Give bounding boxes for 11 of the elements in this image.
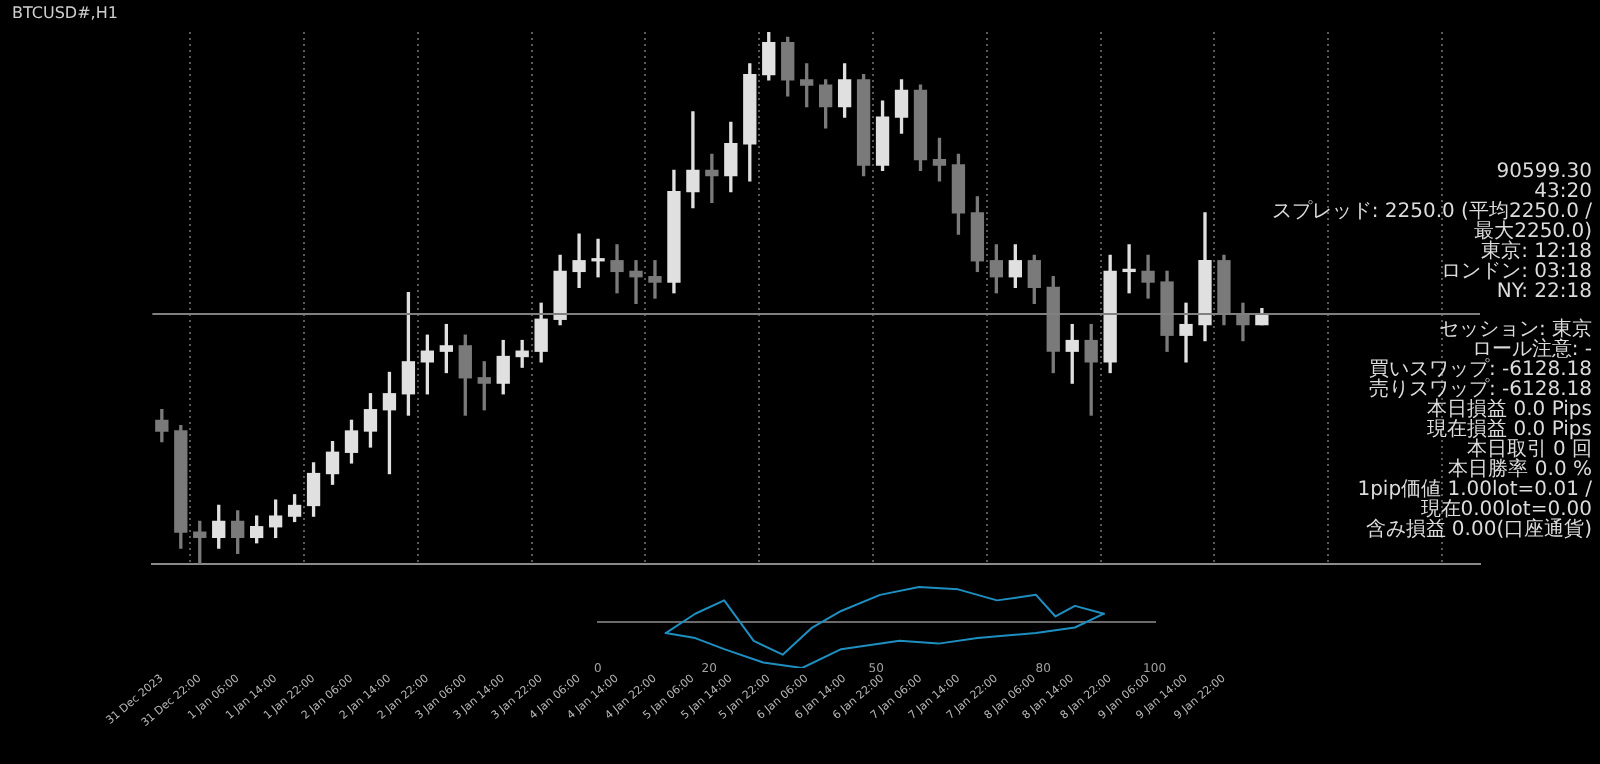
text: NY: 22:18 xyxy=(1496,281,1592,304)
annotation: 現在損益 0.0 Pips xyxy=(1427,417,1592,442)
annotation: 含み損益 0.00(口座通貨) xyxy=(1365,517,1593,542)
chart-title: BTCUSD#,H1 xyxy=(12,4,118,23)
text: 東京: 12:18 xyxy=(1481,239,1592,264)
annotation: 売りスワップ: -6128.18 xyxy=(1368,377,1592,402)
text: 90599.30 xyxy=(1496,161,1592,184)
annotation: ロンドン: 03:18 xyxy=(1441,261,1592,284)
text: 43:20 xyxy=(1534,181,1592,204)
annotation: 本日勝率 0.0 % xyxy=(1448,457,1592,482)
annotation: 本日損益 0.0 Pips xyxy=(1427,397,1592,422)
